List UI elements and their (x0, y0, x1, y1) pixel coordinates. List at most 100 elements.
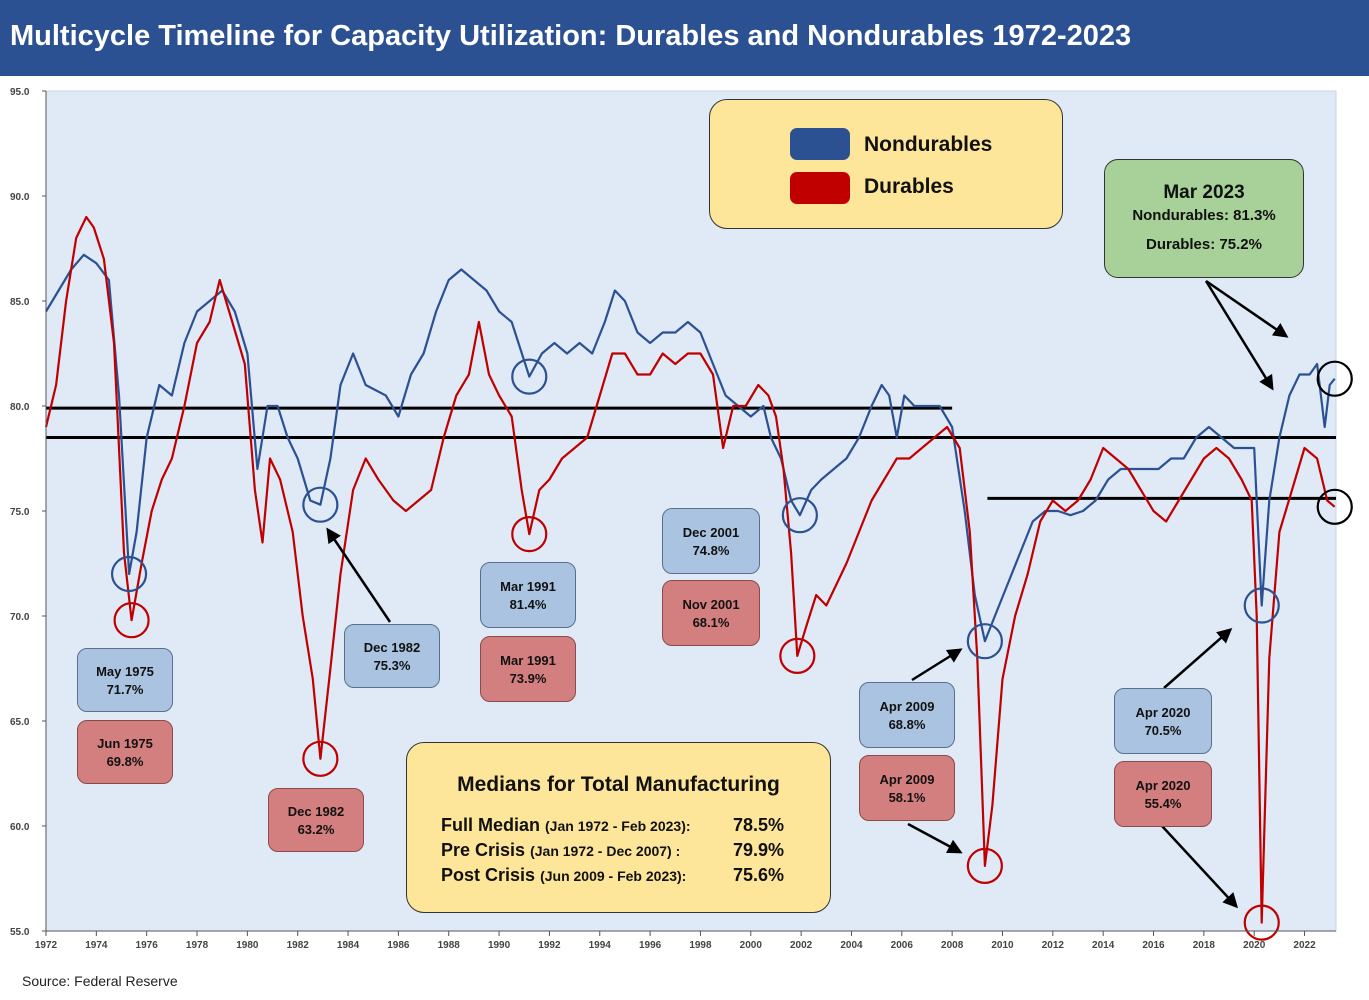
annotation-date: Dec 2001 (682, 525, 740, 540)
callout-arrow (1205, 279, 1289, 338)
y-tick-label: 65.0 (10, 717, 30, 728)
annotation-value: 63.2% (297, 822, 335, 837)
annotation-jun-1975: Jun 1975 69.8% (77, 720, 173, 784)
latest-title: Mar 2023 (1163, 182, 1245, 203)
highlight-circle (1243, 587, 1280, 624)
x-tick-label: 2006 (891, 940, 914, 951)
x-tick-label: 2020 (1243, 940, 1266, 951)
annotation-date: Dec 1982 (287, 804, 345, 819)
legend-label-durables: Durables (864, 175, 954, 198)
annotation-value: 69.8% (106, 754, 144, 769)
page-title: Multicycle Timeline for Capacity Utiliza… (10, 20, 1132, 52)
legend-swatch-nondurables (790, 128, 850, 160)
annotation-date: Apr 2020 (1135, 778, 1191, 793)
x-tick-label: 2018 (1193, 940, 1216, 951)
legend-swatch-durables (790, 172, 850, 204)
annotation-value: 55.4% (1144, 796, 1182, 811)
x-tick-label: 1990 (488, 940, 511, 951)
annotation-apr-2020-nondurables: Apr 2020 70.5% (1114, 688, 1212, 754)
annotation-value: 71.7% (106, 682, 144, 697)
x-tick-label: 2010 (991, 940, 1014, 951)
x-tick-label: 1998 (689, 940, 712, 951)
highlight-circle (113, 602, 150, 639)
annotation-date: Nov 2001 (682, 597, 740, 612)
medians-title: Medians for Total Manufacturing (457, 773, 780, 796)
callout-arrow (1161, 825, 1239, 909)
x-tick-label: 2000 (740, 940, 763, 951)
annotation-date: Mar 1991 (500, 579, 556, 594)
series-line-nondurables (45, 253, 1336, 643)
highlight-circle (781, 497, 818, 534)
annotation-apr-2009-durables: Apr 2009 58.1% (859, 755, 955, 821)
median-range: (Jan 1972 - Dec 2007) : (530, 843, 681, 859)
median-value-post-crisis: 75.6% (733, 865, 785, 885)
header-bar: Multicycle Timeline for Capacity Utiliza… (0, 0, 1369, 76)
legend-label-nondurables: Nondurables (864, 133, 993, 156)
source-note: Source: Federal Reserve (22, 973, 178, 989)
medians-panel: Medians for Total Manufacturing Full Med… (406, 742, 831, 913)
highlight-circle (302, 740, 339, 777)
annotation-date: May 1975 (96, 664, 154, 679)
annotation-apr-2009-nondurables: Apr 2009 68.8% (859, 682, 955, 748)
annotation-dec-1982-nondurables: Dec 1982 75.3% (344, 624, 440, 688)
annotation-value: 81.4% (509, 597, 547, 612)
callout-arrow (326, 527, 392, 623)
x-tick-label: 2016 (1142, 940, 1165, 951)
median-row-pre-crisis: Pre Crisis (Jan 1972 - Dec 2007) : (441, 840, 680, 861)
annotation-value: 68.1% (692, 615, 730, 630)
latest-durables: Durables: 75.2% (1146, 236, 1262, 253)
latest-nondurables: Nondurables: 81.3% (1132, 207, 1276, 224)
annotation-dec-1982-durables: Dec 1982 63.2% (268, 788, 364, 852)
median-row-post-crisis: Post Crisis (Jun 2009 - Feb 2023): (441, 865, 686, 886)
callout-arrow (1163, 628, 1233, 689)
annotation-may-1975: May 1975 71.7% (77, 648, 173, 712)
median-label: Pre Crisis (441, 840, 526, 860)
annotation-apr-2020-durables: Apr 2020 55.4% (1114, 761, 1212, 827)
x-tick-label: 1988 (438, 940, 461, 951)
y-tick-label: 85.0 (10, 297, 30, 308)
y-tick-label: 70.0 (10, 612, 30, 623)
annotation-dec-2001: Dec 2001 74.8% (662, 508, 760, 574)
median-label: Full Median (441, 815, 540, 835)
highlight-circle (511, 358, 548, 395)
x-tick-label: 2012 (1042, 940, 1065, 951)
x-tick-label: 2008 (941, 940, 964, 951)
x-tick-label: 1994 (589, 940, 612, 951)
median-row-full: Full Median (Jan 1972 - Feb 2023): (441, 815, 691, 836)
annotation-date: Mar 1991 (500, 653, 556, 668)
x-tick-label: 1986 (387, 940, 410, 951)
x-tick-label: 2002 (790, 940, 813, 951)
x-tick-label: 2004 (840, 940, 863, 951)
annotation-date: Apr 2020 (1135, 705, 1191, 720)
y-tick-label: 80.0 (10, 402, 30, 413)
annotation-value: 74.8% (692, 543, 730, 558)
callout-arrow (911, 648, 963, 682)
y-tick-label: 90.0 (10, 192, 30, 203)
x-tick-label: 2022 (1293, 940, 1316, 951)
annotation-value: 68.8% (888, 717, 926, 732)
annotation-value: 70.5% (1144, 723, 1182, 738)
median-label: Post Crisis (441, 865, 536, 885)
highlight-circle (779, 637, 816, 675)
highlight-circle (1316, 488, 1353, 525)
highlight-circle (966, 623, 1003, 660)
median-value-pre-crisis: 79.9% (733, 840, 785, 860)
annotation-date: Jun 1975 (97, 736, 153, 751)
x-tick-label: 2014 (1092, 940, 1115, 951)
median-value-full: 78.5% (733, 815, 785, 835)
x-tick-label: 1982 (287, 940, 310, 951)
x-tick-label: 1972 (35, 940, 58, 951)
y-tick-label: 60.0 (10, 822, 30, 833)
highlight-circle (302, 486, 339, 523)
x-tick-label: 1984 (337, 940, 360, 951)
annotation-value: 73.9% (509, 671, 547, 686)
annotation-mar-1991-durables: Mar 1991 73.9% (480, 636, 576, 702)
x-tick-label: 1996 (639, 940, 662, 951)
annotation-value: 75.3% (373, 658, 411, 673)
highlight-circle (110, 555, 148, 593)
highlight-circle (1243, 904, 1280, 941)
highlight-circle (966, 847, 1003, 885)
x-tick-label: 1974 (85, 940, 108, 951)
x-tick-label: 1992 (538, 940, 561, 951)
x-tick-label: 1976 (136, 940, 159, 951)
